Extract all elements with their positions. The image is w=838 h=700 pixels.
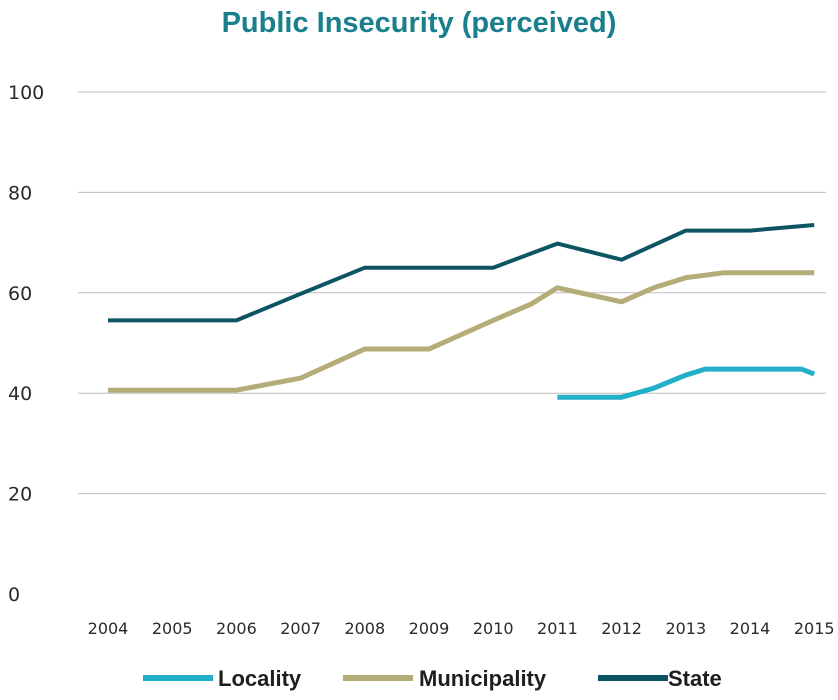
y-tick-label: 20 — [8, 484, 32, 506]
x-tick-label: 2009 — [409, 619, 450, 638]
legend: Locality Municipality State — [143, 666, 722, 691]
series-lines — [108, 223, 816, 400]
x-tick-label: 2007 — [280, 619, 321, 638]
legend-label-state: State — [668, 666, 722, 691]
y-axis-ticks: 0 20 40 60 80 100 — [8, 82, 44, 606]
x-tick-label: 2012 — [601, 619, 642, 638]
series-line-locality — [557, 366, 816, 400]
x-tick-label: 2008 — [344, 619, 385, 638]
y-tick-label: 40 — [8, 383, 32, 405]
legend-label-locality: Locality — [218, 666, 302, 691]
x-tick-label: 2013 — [665, 619, 706, 638]
x-axis-ticks: 2004 2005 2006 2007 2008 2009 2010 2011 2012 2013… — [88, 619, 835, 638]
legend-label-municipality: Municipality — [419, 666, 547, 691]
x-tick-label: 2011 — [537, 619, 578, 638]
x-tick-label: 2015 — [794, 619, 835, 638]
series-line-state — [108, 223, 815, 323]
grid — [78, 91, 826, 495]
series-line-municipality — [108, 270, 815, 393]
x-tick-label: 2006 — [216, 619, 257, 638]
chart-title: Public Insecurity (perceived) — [222, 7, 617, 39]
x-tick-label: 2005 — [152, 619, 193, 638]
x-tick-label: 2004 — [88, 619, 129, 638]
y-tick-label: 80 — [8, 182, 32, 204]
y-tick-label: 0 — [8, 584, 20, 606]
y-tick-label: 60 — [8, 283, 32, 305]
x-tick-label: 2010 — [473, 619, 514, 638]
x-tick-label: 2014 — [730, 619, 771, 638]
y-tick-label: 100 — [8, 82, 44, 104]
